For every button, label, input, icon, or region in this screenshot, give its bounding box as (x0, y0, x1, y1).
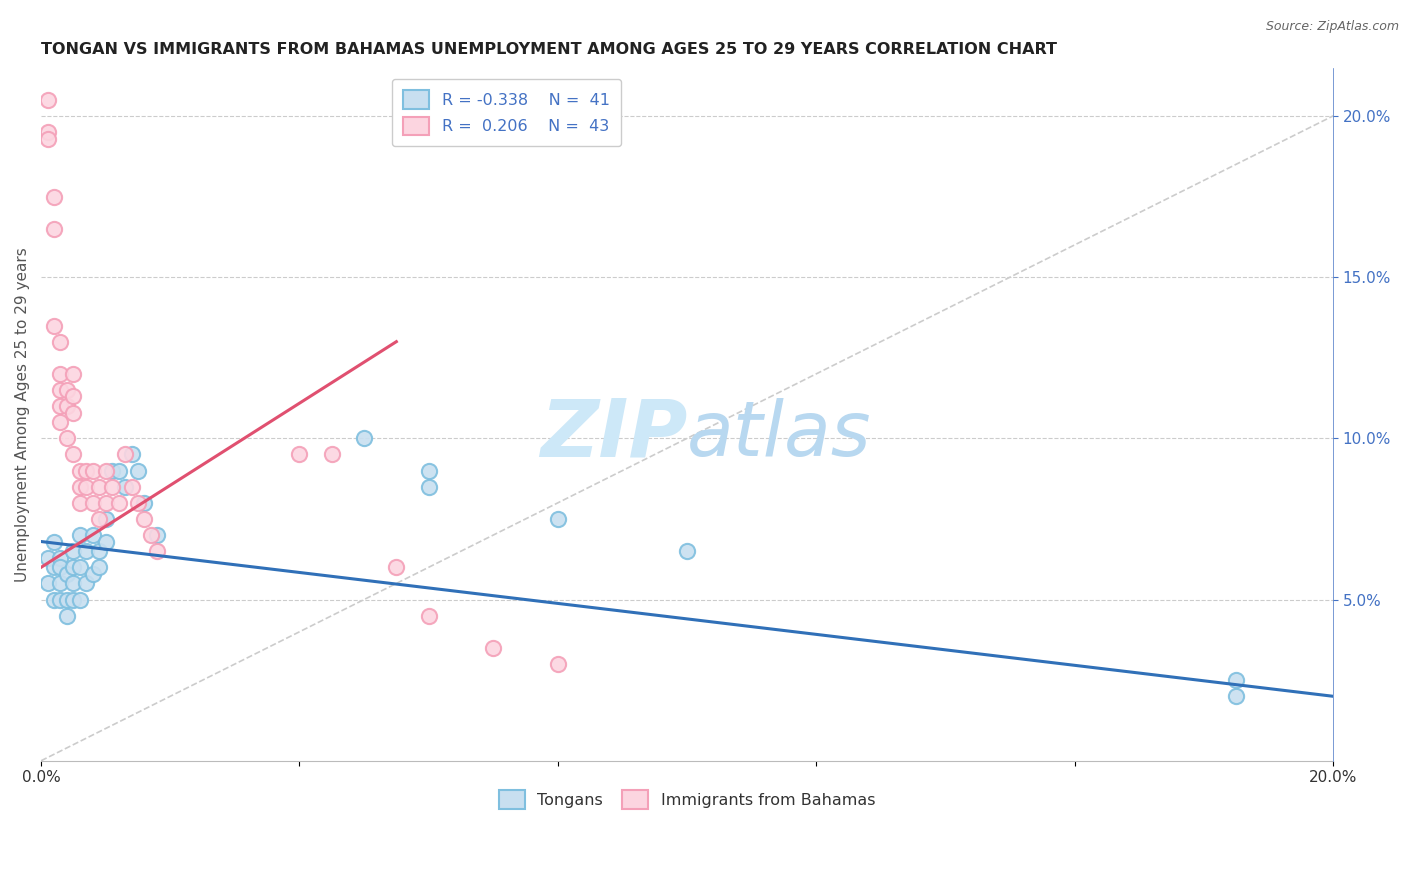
Y-axis label: Unemployment Among Ages 25 to 29 years: Unemployment Among Ages 25 to 29 years (15, 247, 30, 582)
Text: ZIP: ZIP (540, 396, 688, 474)
Point (56, 431, 79, 445)
Point (56, 383, 79, 397)
Point (107, 464, 129, 478)
Point (385, 560, 408, 574)
Point (82, 496, 104, 510)
Point (37, 550, 59, 565)
Text: Source: ZipAtlas.com: Source: ZipAtlas.com (1265, 20, 1399, 33)
Point (49, 334, 72, 349)
Point (49, 415, 72, 429)
Point (56, 592, 79, 607)
Point (94, 464, 117, 478)
Point (89, 480, 111, 494)
Point (121, 448, 143, 462)
Point (56, 608, 79, 623)
Point (42, 189, 65, 203)
Point (75, 544, 97, 558)
Text: atlas: atlas (688, 398, 872, 472)
Point (134, 496, 156, 510)
Point (62, 389, 84, 403)
Text: TONGAN VS IMMIGRANTS FROM BAHAMAS UNEMPLOYMENT AMONG AGES 25 TO 29 YEARS CORRELA: TONGAN VS IMMIGRANTS FROM BAHAMAS UNEMPL… (41, 42, 1057, 57)
Point (94, 512, 117, 526)
Point (69, 480, 91, 494)
Point (49, 550, 72, 565)
Point (547, 657, 569, 671)
Point (82, 528, 104, 542)
Point (37, 93, 59, 107)
Point (321, 448, 343, 462)
Point (62, 367, 84, 381)
Point (121, 480, 143, 494)
Point (134, 512, 156, 526)
Point (127, 464, 149, 478)
Point (42, 560, 65, 574)
Point (56, 566, 79, 581)
Point (49, 399, 72, 413)
Point (42, 534, 65, 549)
Point (353, 431, 375, 445)
Point (547, 512, 569, 526)
Point (482, 640, 505, 655)
Point (37, 125, 59, 139)
Point (49, 560, 72, 574)
Point (82, 566, 104, 581)
Point (418, 464, 440, 478)
Point (49, 367, 72, 381)
Point (676, 544, 699, 558)
Point (94, 496, 117, 510)
Point (82, 464, 104, 478)
Point (89, 512, 111, 526)
Point (101, 480, 124, 494)
Point (94, 534, 117, 549)
Point (1225, 673, 1247, 687)
Point (37, 131, 59, 145)
Point (288, 448, 311, 462)
Point (114, 480, 136, 494)
Point (75, 464, 97, 478)
Point (75, 576, 97, 591)
Point (62, 560, 84, 574)
Point (42, 592, 65, 607)
Point (62, 448, 84, 462)
Point (75, 480, 97, 494)
Point (69, 496, 91, 510)
Point (107, 496, 129, 510)
Point (114, 448, 136, 462)
Point (127, 496, 149, 510)
Point (49, 592, 72, 607)
Point (418, 608, 440, 623)
Point (49, 576, 72, 591)
Point (62, 576, 84, 591)
Point (42, 222, 65, 236)
Point (62, 406, 84, 420)
Point (49, 383, 72, 397)
Point (42, 318, 65, 333)
Point (69, 464, 91, 478)
Point (62, 544, 84, 558)
Legend: Tongans, Immigrants from Bahamas: Tongans, Immigrants from Bahamas (492, 784, 882, 815)
Point (1225, 690, 1247, 704)
Point (418, 480, 440, 494)
Point (101, 464, 124, 478)
Point (56, 399, 79, 413)
Point (69, 592, 91, 607)
Point (139, 528, 162, 542)
Point (89, 544, 111, 558)
Point (146, 544, 169, 558)
Point (69, 528, 91, 542)
Point (37, 576, 59, 591)
Point (89, 560, 111, 574)
Point (69, 560, 91, 574)
Point (62, 592, 84, 607)
Point (146, 528, 169, 542)
